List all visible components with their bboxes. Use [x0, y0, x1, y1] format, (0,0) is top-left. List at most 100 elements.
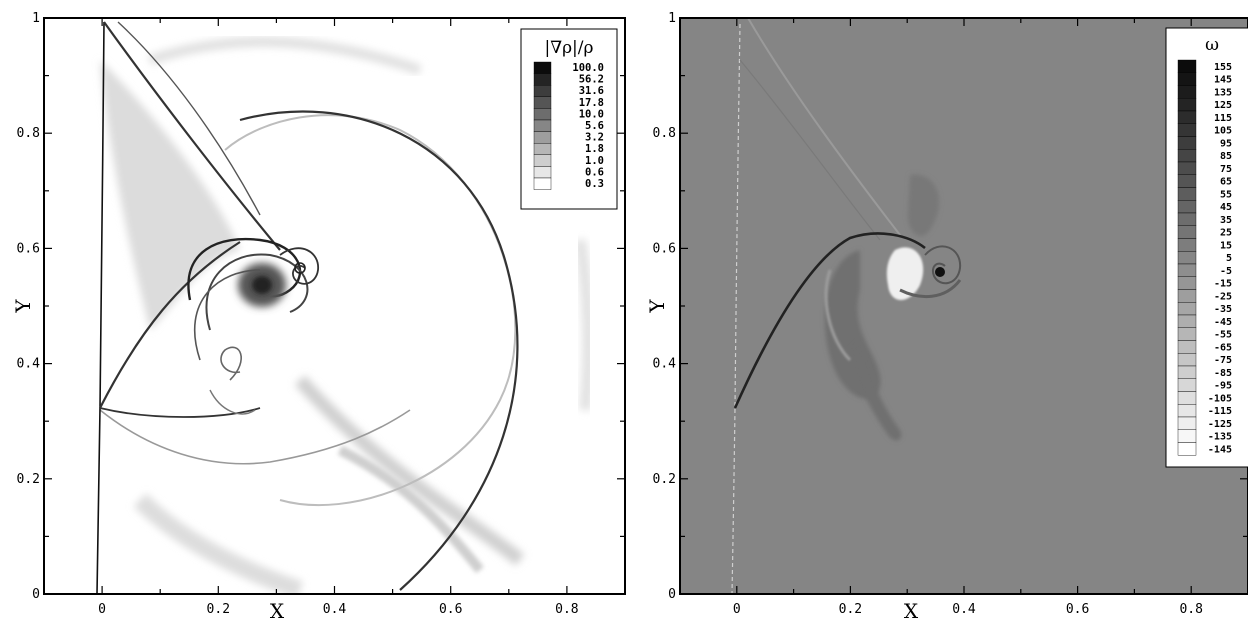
- legend-swatch: [533, 84, 552, 97]
- legend-label: 17.8: [579, 97, 604, 109]
- legend-entries-left: 100.056.231.617.810.05.63.21.81.00.60.3: [533, 61, 604, 190]
- legend-label: -145: [1208, 444, 1232, 455]
- legend-swatch: [1177, 59, 1197, 73]
- vortex-lobe: [850, 340, 902, 441]
- legend-label: 0.6: [585, 166, 604, 178]
- mach-stem: [99, 241, 241, 409]
- x-tick-label: 0.6: [439, 602, 462, 617]
- lower-wave: [99, 407, 261, 418]
- legend-label: -85: [1214, 368, 1232, 379]
- panel-density-gradient: 0 0.2 0.4 0.6 0.8 0 0.2 0.4 0.6 0.8 1 X Y |∇ρ|/ρ 1…: [11, 11, 626, 621]
- legend-label: 65: [1220, 177, 1232, 188]
- legend-label: -65: [1214, 342, 1232, 353]
- x-tick-label: 0.4: [323, 602, 347, 617]
- circular-shock-strong: [239, 110, 519, 591]
- legend-label: 5: [1226, 253, 1232, 264]
- legend-label: 55: [1220, 189, 1232, 200]
- y-tick-label: 0.8: [17, 126, 40, 141]
- legend-swatch: [1177, 174, 1197, 188]
- y-tick-label: 0.8: [653, 126, 676, 141]
- legend-swatch: [1177, 302, 1197, 316]
- plot-area-right: [680, 18, 1248, 594]
- y-tick-label: 1: [32, 11, 40, 26]
- legend-swatch: [533, 119, 552, 132]
- legend-label: -135: [1208, 432, 1232, 443]
- vortex-lobe: [824, 250, 881, 399]
- legend-label: 56.2: [579, 74, 604, 86]
- legend-label: 135: [1214, 87, 1232, 98]
- legend-label: 100.0: [572, 62, 604, 74]
- spiral-vortex: [924, 245, 962, 285]
- legend-label: 145: [1214, 75, 1232, 86]
- y-tick-label: 1: [668, 11, 676, 26]
- legend-swatch: [1177, 136, 1197, 150]
- soft-shading: [337, 445, 484, 574]
- legend-swatch: [1177, 123, 1197, 137]
- legend-swatch: [533, 177, 552, 190]
- legend-label: 125: [1214, 100, 1232, 111]
- legend-swatch: [1177, 365, 1197, 379]
- legend-swatch: [1177, 251, 1197, 265]
- legend-label: -105: [1208, 393, 1232, 404]
- spiral-core: [935, 267, 945, 277]
- tick-labels-left: 0 0.2 0.4 0.6 0.8 0 0.2 0.4 0.6 0.8 1: [17, 11, 579, 617]
- legend-label: -55: [1214, 330, 1232, 341]
- incident-shock: [96, 21, 105, 594]
- legend-label: -115: [1208, 406, 1232, 417]
- x-tick-label: 0: [98, 602, 106, 617]
- vortex-blur: [252, 276, 272, 294]
- legend-label: 35: [1220, 215, 1232, 226]
- legend-swatch: [1177, 416, 1197, 430]
- legend-swatch: [1177, 149, 1197, 163]
- legend-label: -95: [1214, 381, 1232, 392]
- legend-label: 3.2: [585, 132, 604, 144]
- legend-label: -5: [1220, 266, 1232, 277]
- vortex-lobe: [907, 174, 940, 237]
- slip-line: [739, 59, 881, 241]
- legend-swatch: [1177, 225, 1197, 239]
- slip-line: [117, 21, 261, 216]
- x-axis-title-left: X: [270, 599, 285, 621]
- legend-label: -35: [1214, 304, 1232, 315]
- legend-swatch: [1177, 404, 1197, 418]
- legend-label: -25: [1214, 291, 1232, 302]
- y-axis-title-right: Y: [645, 299, 669, 314]
- legend-swatch: [1177, 353, 1197, 367]
- density-field-art: [96, 21, 595, 594]
- x-tick-label: 0.8: [555, 602, 578, 617]
- slip-line: [747, 18, 901, 236]
- legend-swatch: [1177, 85, 1197, 99]
- x-axis-title-right: X: [904, 599, 919, 621]
- legend-label: -125: [1208, 419, 1232, 430]
- x-tick-label: 0.2: [207, 602, 230, 617]
- legend-swatch: [1177, 212, 1197, 226]
- vortex-lobe: [886, 247, 924, 300]
- soft-shading: [100, 60, 240, 330]
- legend-label: 0.3: [585, 178, 604, 190]
- legend-label: -45: [1214, 317, 1232, 328]
- legend-label: 10.0: [579, 108, 604, 120]
- y-tick-label: 0.2: [17, 472, 40, 487]
- y-tick-label: 0.2: [653, 472, 676, 487]
- legend-label: 115: [1214, 113, 1232, 124]
- legend-label: 31.6: [579, 85, 604, 97]
- vortex-lobe: [899, 279, 962, 299]
- legend-label: -75: [1214, 355, 1232, 366]
- legend-label: 5.6: [585, 120, 604, 132]
- legend-label: 45: [1220, 202, 1232, 213]
- legend-swatch: [533, 61, 552, 74]
- legend-entries-right: 1551451351251151059585756555453525155-5-…: [1177, 59, 1232, 456]
- legend-swatch: [1177, 327, 1197, 341]
- legend-swatch: [1177, 110, 1197, 124]
- legend-swatch: [533, 73, 552, 86]
- x-tick-label: 0.4: [952, 602, 976, 617]
- legend-label: 75: [1220, 164, 1232, 175]
- legend-label: 1.8: [585, 143, 604, 155]
- legend-swatch: [1177, 314, 1197, 328]
- legend-swatch: [1177, 98, 1197, 112]
- y-tick-label: 0.4: [17, 357, 41, 372]
- vortex-lobe: [824, 269, 852, 362]
- spiral-vortex: [294, 262, 306, 274]
- legend-left: |∇ρ|/ρ 100.056.231.617.810.05.63.21.81.0…: [520, 28, 618, 210]
